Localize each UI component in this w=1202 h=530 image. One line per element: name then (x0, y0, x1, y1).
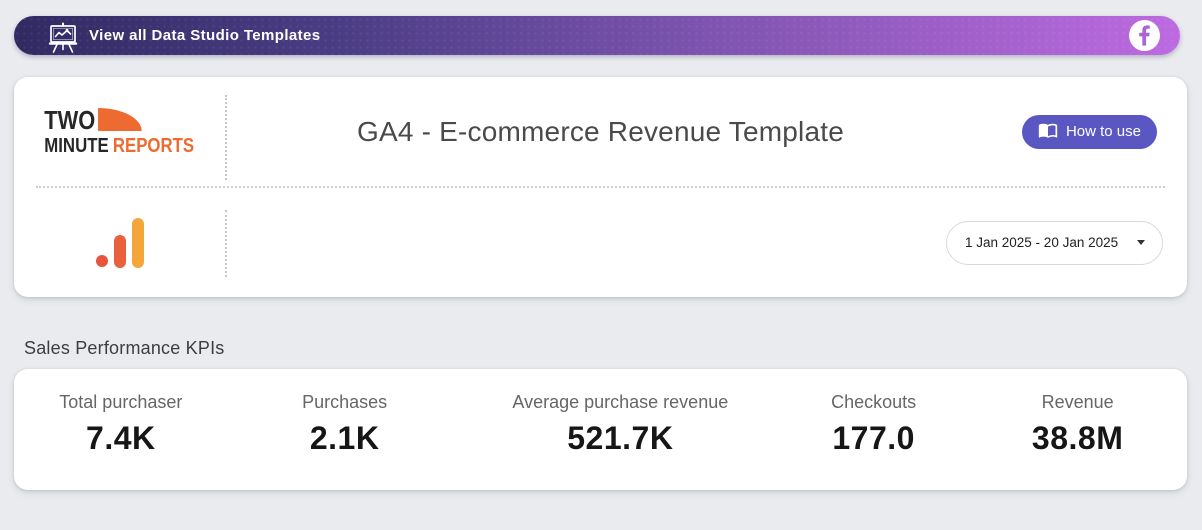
section-heading-sales-performance-kpis: Sales Performance KPIs (24, 338, 225, 358)
view-templates-banner[interactable]: View all Data Studio Templates (14, 16, 1180, 55)
kpi-label: Average purchase revenue (512, 392, 729, 412)
two-minute-reports-logo[interactable]: TWO MINUTE REPORTS (45, 107, 195, 156)
kpi-total-purchaser: Total purchaser 7.4K (14, 392, 228, 490)
date-range-value: 1 Jan 2025 - 20 Jan 2025 (965, 235, 1119, 250)
logo-text-line2-accent: REPORTS (113, 135, 195, 157)
kpi-average-purchase-revenue: Average purchase revenue 521.7K (462, 392, 779, 490)
kpi-value: 2.1K (309, 420, 380, 456)
kpi-revenue: Revenue 38.8M (968, 392, 1187, 490)
ga-logo-bar-mid (113, 234, 126, 268)
horizontal-dotted-divider (36, 186, 1165, 188)
ga-logo-bar-tall (131, 217, 144, 268)
how-to-use-label: How to use (1065, 123, 1141, 140)
dropdown-caret-icon (1137, 240, 1145, 245)
vertical-dotted-divider (225, 210, 227, 277)
logo-text-line2-dark: MINUTE (44, 135, 109, 157)
ga-logo-dot (95, 254, 108, 267)
kpi-label: Revenue (1041, 392, 1114, 412)
kpi-value: 38.8M (1031, 420, 1124, 456)
kpi-value: 7.4K (86, 420, 156, 456)
kpi-checkouts: Checkouts 177.0 (779, 392, 968, 490)
logo-text-line1: TWO (44, 105, 96, 135)
how-to-use-button[interactable]: How to use (1021, 114, 1157, 149)
presentation-chart-icon (48, 22, 78, 54)
vertical-dotted-divider (225, 95, 227, 180)
kpi-label: Checkouts (831, 392, 917, 412)
kpi-label: Purchases (302, 392, 388, 412)
kpi-value: 521.7K (567, 420, 674, 456)
google-analytics-icon (95, 217, 144, 268)
facebook-icon[interactable] (1129, 20, 1160, 51)
kpi-purchases: Purchases 2.1K (228, 392, 462, 490)
report-header-card: TWO MINUTE REPORTS GA4 - E-commerce Reve… (14, 77, 1187, 297)
kpi-label: Total purchaser (59, 392, 183, 412)
kpi-value: 177.0 (832, 420, 915, 456)
open-book-icon (1038, 120, 1058, 144)
date-range-selector[interactable]: 1 Jan 2025 - 20 Jan 2025 (946, 220, 1163, 265)
kpi-scorecard-row: Total purchaser 7.4K Purchases 2.1K Aver… (14, 369, 1187, 490)
page-title: GA4 - E-commerce Revenue Template (357, 115, 844, 147)
banner-label: View all Data Studio Templates (89, 27, 321, 44)
